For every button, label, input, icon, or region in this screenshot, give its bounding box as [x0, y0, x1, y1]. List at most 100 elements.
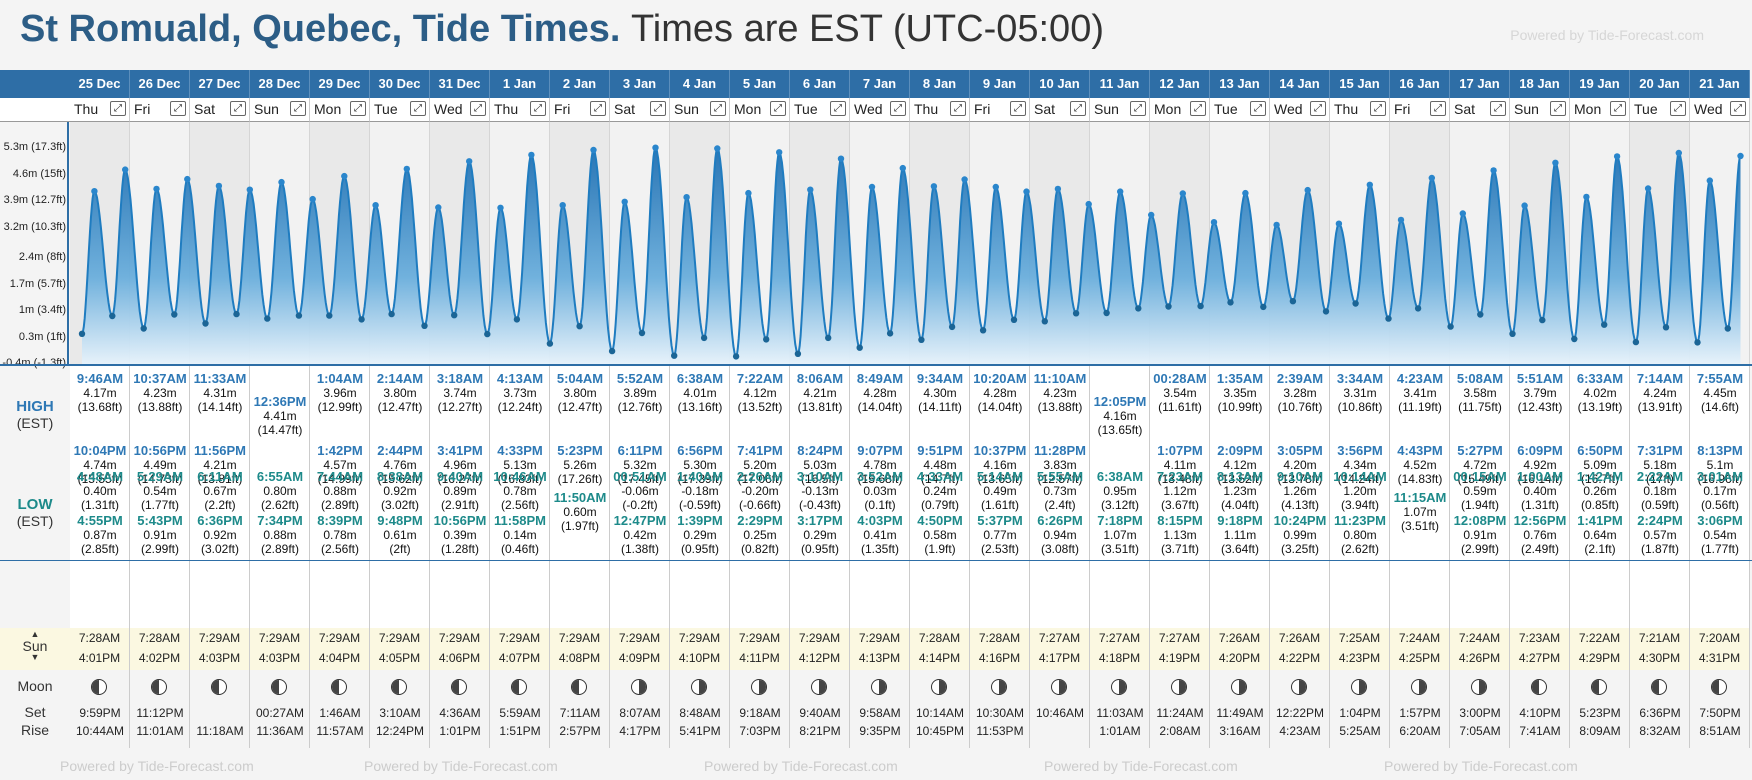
low-tide-entry: 10:14AM 1.20m (3.94ft)	[1330, 470, 1390, 513]
expand-icon[interactable]: ⤢	[530, 101, 546, 116]
high-tide-time: 11:56PM	[193, 443, 247, 458]
expand-icon[interactable]: ⤢	[770, 101, 786, 116]
high-cell-bg	[70, 366, 130, 560]
expand-icon[interactable]: ⤢	[650, 101, 666, 116]
day-header[interactable]: Sun ⤢	[1510, 98, 1570, 122]
high-tide-time: 2:39AM	[1276, 371, 1324, 386]
expand-icon[interactable]: ⤢	[110, 101, 126, 116]
low-tide-time: 5:14AM	[976, 469, 1024, 484]
day-header[interactable]: Sat ⤢	[1450, 98, 1510, 122]
expand-icon[interactable]: ⤢	[230, 101, 246, 116]
expand-icon[interactable]: ⤢	[1070, 101, 1086, 116]
expand-icon[interactable]: ⤢	[470, 101, 486, 116]
day-header[interactable]: Mon ⤢	[730, 98, 790, 122]
high-tide-metres: 4.23m	[143, 386, 177, 400]
moon-phase-icon	[991, 679, 1007, 695]
low-tide-metres: 0.29m	[803, 528, 837, 542]
low-tide-feet: (0.56ft)	[1700, 498, 1739, 512]
sun-cell: 7:24AM 4:26PM	[1450, 628, 1510, 670]
high-tide-feet: (14.24ft)	[1337, 472, 1383, 486]
low-tide-feet: (3.64ft)	[1220, 542, 1259, 556]
day-header[interactable]: Fri ⤢	[970, 98, 1030, 122]
day-header[interactable]: Tue ⤢	[1630, 98, 1690, 122]
day-header[interactable]: Fri ⤢	[130, 98, 190, 122]
expand-icon[interactable]: ⤢	[1670, 101, 1686, 116]
low-tide-time: 00:51AM	[613, 469, 667, 484]
day-header[interactable]: Wed ⤢	[850, 98, 910, 122]
expand-icon[interactable]: ⤢	[1130, 101, 1146, 116]
day-header[interactable]: Mon ⤢	[1570, 98, 1630, 122]
high-cell-bg	[1390, 366, 1450, 560]
low-tide-time: 5:43PM	[137, 513, 183, 528]
high-tide-feet: (13.48ft)	[1157, 472, 1203, 486]
expand-icon[interactable]: ⤢	[950, 101, 966, 116]
low-tide-time: 7:44AM	[316, 469, 364, 484]
expand-icon[interactable]: ⤢	[1730, 101, 1746, 116]
expand-icon[interactable]: ⤢	[1190, 101, 1206, 116]
day-header[interactable]: Sat ⤢	[610, 98, 670, 122]
expand-icon[interactable]: ⤢	[1250, 101, 1266, 116]
expand-icon[interactable]: ⤢	[1490, 101, 1506, 116]
day-header[interactable]: Thu ⤢	[910, 98, 970, 122]
day-header[interactable]: Tue ⤢	[370, 98, 430, 122]
low-tide-time: 1:39PM	[677, 513, 723, 528]
low-tide-entry: 3:17PM 0.29m (0.95ft)	[790, 514, 850, 557]
moon-set-time: 11:12PM	[136, 706, 184, 720]
expand-icon[interactable]: ⤢	[1550, 101, 1566, 116]
low-tide-metres: 0.14m	[503, 528, 537, 542]
expand-icon[interactable]: ⤢	[830, 101, 846, 116]
expand-icon[interactable]: ⤢	[1010, 101, 1026, 116]
y-tick-label: 3.9m (12.7ft)	[3, 194, 66, 207]
expand-icon[interactable]: ⤢	[170, 101, 186, 116]
sunset-time: 4:01PM	[78, 651, 121, 665]
expand-icon[interactable]: ⤢	[710, 101, 726, 116]
expand-icon[interactable]: ⤢	[1610, 101, 1626, 116]
day-header[interactable]: Wed ⤢	[1270, 98, 1330, 122]
day-header[interactable]: Wed ⤢	[1690, 98, 1750, 122]
expand-icon[interactable]: ⤢	[1430, 101, 1446, 116]
day-header[interactable]: Fri ⤢	[1390, 98, 1450, 122]
high-cell-bg	[1510, 366, 1570, 560]
moon-cell: 9:59PM 10:44AM	[70, 670, 130, 748]
powered-by-watermark: Powered by Tide-Forecast.com	[1510, 27, 1704, 43]
expand-icon[interactable]: ⤢	[1310, 101, 1326, 116]
expand-icon[interactable]: ⤢	[290, 101, 306, 116]
y-tick-label: -0.4m (-1.3ft)	[2, 357, 66, 369]
day-header[interactable]: Mon ⤢	[1150, 98, 1210, 122]
moon-set-time: 8:48AM	[679, 706, 721, 720]
expand-icon[interactable]: ⤢	[410, 101, 426, 116]
sun-cell: 7:28AM 4:02PM	[130, 628, 190, 670]
expand-icon[interactable]: ⤢	[1370, 101, 1386, 116]
day-header[interactable]: Sun ⤢	[670, 98, 730, 122]
expand-icon[interactable]: ⤢	[350, 101, 366, 116]
low-tide-point	[171, 311, 178, 318]
moon-cell: 7:50PM 8:51AM	[1690, 670, 1750, 748]
high-tide-time: 2:09PM	[1217, 443, 1263, 458]
day-header[interactable]: Sat ⤢	[1030, 98, 1090, 122]
expand-icon[interactable]: ⤢	[890, 101, 906, 116]
location-title: St Romuald, Quebec, Tide Times.	[20, 8, 621, 50]
day-header[interactable]: Fri ⤢	[550, 98, 610, 122]
high-tide-feet: (13.19ft)	[1577, 400, 1623, 414]
high-tide-feet: (17.39ft)	[677, 472, 723, 486]
low-tide-point	[388, 310, 395, 318]
expand-icon[interactable]: ⤢	[590, 101, 606, 116]
low-tide-entry: 8:39PM 0.78m (2.56ft)	[310, 514, 370, 557]
high-tide-metres: 4.11m	[1163, 458, 1197, 472]
moon-rise-time: 10:45PM	[915, 724, 965, 738]
day-header[interactable]: Tue ⤢	[790, 98, 850, 122]
day-header[interactable]: Sun ⤢	[250, 98, 310, 122]
day-header[interactable]: Thu ⤢	[1330, 98, 1390, 122]
day-header[interactable]: Thu ⤢	[490, 98, 550, 122]
day-header[interactable]: Tue ⤢	[1210, 98, 1270, 122]
low-tide-entry: 1:42AM 0.26m (0.85ft)	[1570, 470, 1630, 513]
day-header[interactable]: Thu ⤢	[70, 98, 130, 122]
high-tide-metres: 5.13m	[503, 458, 537, 472]
day-header[interactable]: Sat ⤢	[190, 98, 250, 122]
day-header[interactable]: Mon ⤢	[310, 98, 370, 122]
day-header[interactable]: Sun ⤢	[1090, 98, 1150, 122]
high-tide-feet: (14.04ft)	[977, 400, 1023, 414]
date-header: 19 Jan	[1570, 70, 1630, 98]
low-tide-time: 7:23AM	[1156, 469, 1204, 484]
day-header[interactable]: Wed ⤢	[430, 98, 490, 122]
